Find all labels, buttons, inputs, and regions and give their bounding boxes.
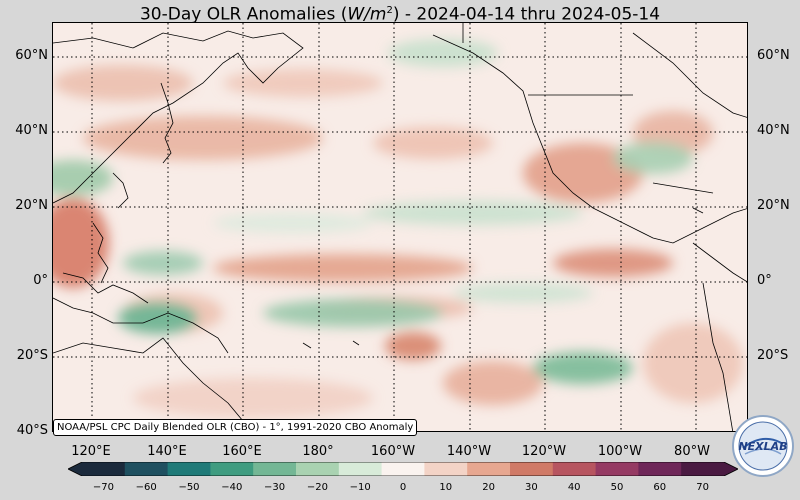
coastlines	[53, 23, 747, 431]
lon-label-120w: 120°W	[521, 444, 567, 459]
colorbar-tick-label: −40	[221, 482, 243, 493]
colorbar-max-arrow	[724, 462, 738, 476]
lon-label-140e: 140°E	[147, 444, 187, 459]
colorbar-segment	[253, 462, 297, 476]
colorbar-tick-label: 70	[696, 482, 709, 493]
logo-text: NEXLAB	[738, 440, 787, 453]
colorbar	[68, 462, 738, 476]
graticule	[53, 23, 747, 431]
colorbar-tick-label: −70	[92, 482, 114, 493]
colorbar-segment	[510, 462, 554, 476]
lon-label-80w: 80°W	[674, 444, 710, 459]
lon-label-160w: 160°W	[370, 444, 416, 459]
lat-label-left-40s: 40°S	[16, 423, 48, 438]
colorbar-segments	[68, 462, 738, 476]
lat-label-right-60n: 60°N	[757, 48, 790, 63]
lat-label-right-40n: 40°N	[757, 123, 790, 138]
lon-label-100w: 100°W	[597, 444, 643, 459]
colorbar-segment	[82, 462, 126, 476]
colorbar-tick-label: −20	[306, 482, 328, 493]
colorbar-tick-label: −60	[135, 482, 157, 493]
colorbar-segment	[296, 462, 340, 476]
colorbar-segment	[167, 462, 211, 476]
lat-label-right-0: 0°	[757, 273, 772, 288]
colorbar-segment	[424, 462, 468, 476]
colorbar-tick-label: 60	[653, 482, 667, 493]
nexlab-logo: NEXLAB	[732, 415, 794, 477]
colorbar-segment	[467, 462, 511, 476]
colorbar-segment	[338, 462, 383, 476]
olr-anomaly-map	[52, 22, 748, 432]
map-title: 30-Day OLR Anomalies (W/m2) - 2024-04-14…	[139, 4, 661, 25]
lat-label-left-20n: 20°N	[15, 198, 48, 213]
colorbar-tick-label: −50	[178, 482, 200, 493]
colorbar-tick-label: 20	[482, 482, 495, 493]
lat-label-left-60n: 60°N	[15, 48, 48, 63]
map-svg	[53, 23, 747, 431]
colorbar-segment	[210, 462, 254, 476]
lat-label-right-20s: 20°S	[757, 348, 789, 363]
colorbar-segment	[595, 462, 639, 476]
colorbar-tick-label: 10	[439, 482, 453, 493]
lon-label-180: 180°	[302, 444, 334, 459]
colorbar-tick-label: −30	[264, 482, 286, 493]
lat-label-right-20n: 20°N	[757, 198, 790, 213]
colorbar-tick-label: 0	[399, 482, 407, 493]
lat-label-left-20s: 20°S	[16, 348, 48, 363]
colorbar-segment	[124, 462, 169, 476]
colorbar-tick-label: 40	[567, 482, 581, 493]
colorbar-segment	[681, 462, 725, 476]
colorbar-segment	[381, 462, 425, 476]
colorbar-tick-label: 30	[525, 482, 538, 493]
data-source-caption: NOAA/PSL CPC Daily Blended OLR (CBO) - 1…	[53, 419, 418, 436]
colorbar-min-arrow	[68, 462, 82, 476]
lat-label-left-0: 0°	[33, 273, 48, 288]
lon-label-120e: 120°E	[71, 444, 111, 459]
lat-label-left-40n: 40°N	[15, 123, 48, 138]
anomaly-field	[53, 39, 743, 418]
colorbar-segment	[552, 462, 597, 476]
colorbar-tick-label: 50	[610, 482, 624, 493]
lon-label-140w: 140°W	[446, 444, 492, 459]
lon-label-160e: 160°E	[222, 444, 262, 459]
colorbar-tick-label: −10	[349, 482, 371, 493]
colorbar-segment	[638, 462, 682, 476]
